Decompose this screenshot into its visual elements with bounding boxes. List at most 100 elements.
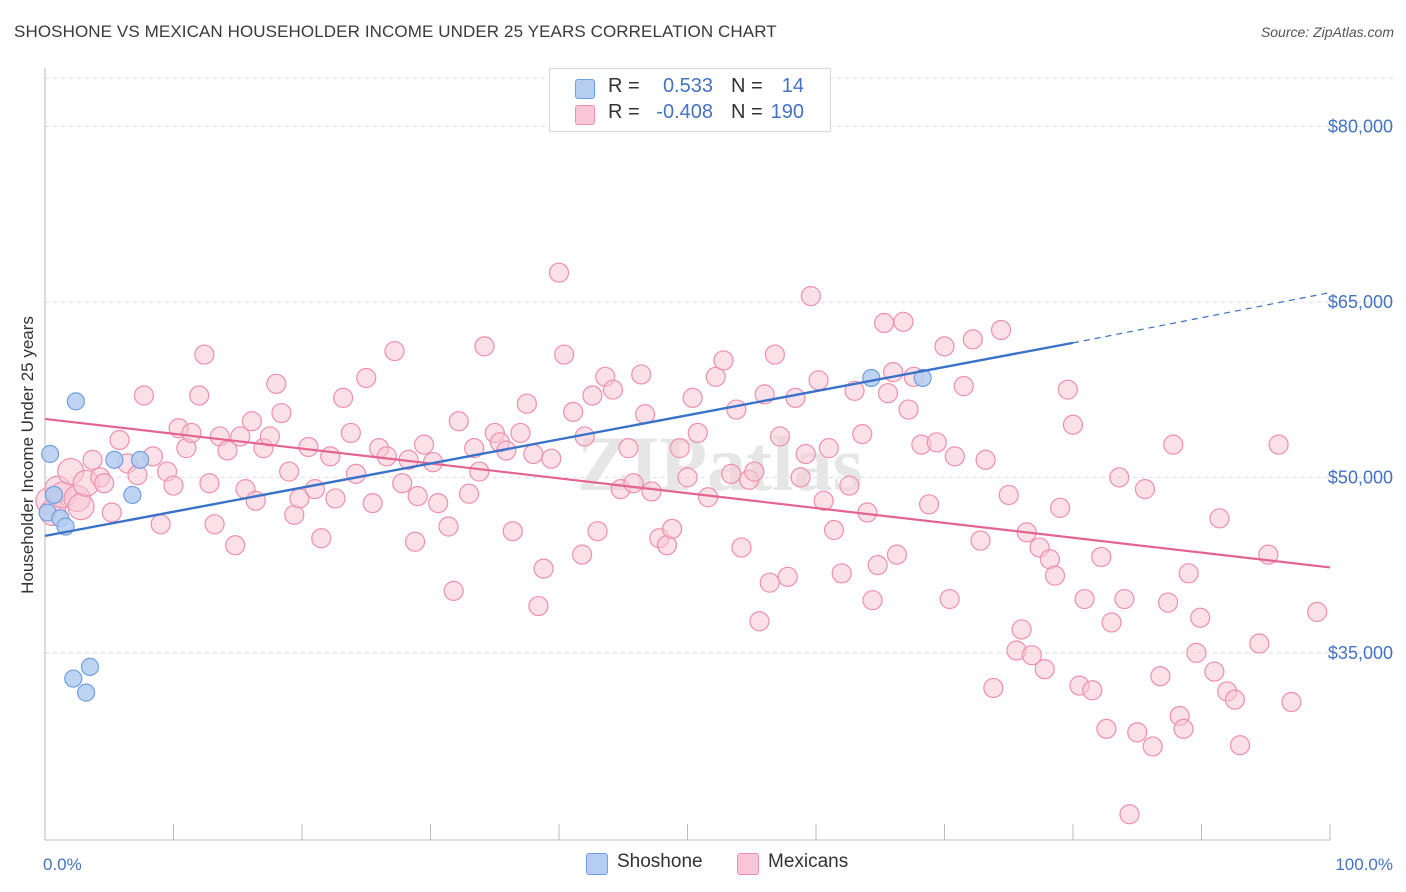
mexicans-point bbox=[1091, 546, 1112, 568]
mexicans-point bbox=[886, 544, 908, 565]
mexicans-point bbox=[1150, 666, 1171, 687]
mexicans-point bbox=[533, 558, 554, 579]
mexicans-point bbox=[320, 446, 341, 467]
mexicans-point bbox=[448, 411, 469, 432]
mexicans-point bbox=[271, 402, 292, 424]
y-tick-label: $65,000 bbox=[1328, 292, 1393, 312]
mexicans-point bbox=[404, 531, 426, 552]
legend-n-label: N = bbox=[731, 101, 763, 123]
mexicans-point bbox=[94, 473, 115, 494]
mexicans-point bbox=[808, 370, 829, 391]
mexicans-point bbox=[109, 429, 130, 451]
mexicans-point bbox=[1173, 718, 1194, 739]
mexicans-point bbox=[823, 519, 845, 541]
mexicans-point bbox=[458, 483, 480, 504]
mexicans-point bbox=[1074, 588, 1095, 610]
shoshone-point bbox=[123, 485, 142, 505]
mexicans-point bbox=[744, 461, 765, 482]
shoshone-points bbox=[38, 368, 932, 702]
mexicans-point bbox=[623, 473, 644, 494]
shoshone-point bbox=[41, 444, 60, 464]
mexicans-point bbox=[990, 319, 1012, 341]
mexicans-point bbox=[1114, 588, 1135, 610]
legend-n-value: 190 bbox=[770, 101, 804, 123]
shoshone-trend-line bbox=[44, 341, 1074, 538]
mexicans-point bbox=[998, 484, 1019, 506]
mexicans-point bbox=[970, 530, 991, 551]
mexicans-point bbox=[641, 481, 662, 502]
chart-title: SHOSHONE VS MEXICAN HOUSEHOLDER INCOME U… bbox=[14, 22, 777, 41]
mexicans-point bbox=[800, 285, 821, 307]
mexicans-legend-label: Mexicans bbox=[768, 851, 849, 872]
mexicans-point bbox=[1021, 645, 1042, 666]
mexicans-point bbox=[587, 521, 608, 542]
shoshone-point bbox=[66, 392, 85, 411]
legend-r-label: R = bbox=[608, 75, 640, 97]
mexicans-point bbox=[934, 336, 955, 357]
mexicans-point bbox=[953, 376, 974, 397]
mexicans-point bbox=[554, 344, 575, 365]
mexicans-point bbox=[311, 528, 332, 549]
mexicans-point bbox=[1268, 434, 1289, 455]
mexicans-point bbox=[705, 366, 726, 387]
mexicans-point bbox=[225, 535, 246, 556]
mexicans-point bbox=[356, 367, 377, 389]
mexicans-point bbox=[1109, 467, 1130, 488]
mexicans-point bbox=[631, 364, 652, 385]
mexicans-point bbox=[133, 385, 155, 406]
shoshone-point bbox=[105, 450, 124, 469]
mexicans-point bbox=[413, 434, 435, 455]
legend-r-value: -0.408 bbox=[656, 101, 713, 123]
shoshone-point bbox=[77, 683, 96, 702]
mexicans-point bbox=[944, 446, 965, 467]
legend-row-mexicans: R = -0.408 N = 190 bbox=[550, 101, 830, 127]
mexicans-point bbox=[1249, 633, 1270, 654]
mexicans-point bbox=[839, 475, 860, 496]
legend-r-label: R = bbox=[608, 101, 640, 123]
mexicans-point bbox=[362, 493, 383, 514]
mexicans-point bbox=[1190, 607, 1211, 628]
mexicans-point bbox=[749, 611, 770, 632]
mexicans-point bbox=[713, 350, 734, 371]
legend-r-value: 0.533 bbox=[662, 75, 713, 97]
mexicans-point bbox=[721, 463, 742, 484]
mexicans-point bbox=[474, 336, 495, 357]
mexicans-point bbox=[204, 514, 225, 535]
mexicans-point bbox=[1044, 565, 1066, 586]
mexicans-point bbox=[844, 380, 865, 401]
mexicans-point bbox=[726, 399, 747, 420]
mexicans-point bbox=[862, 590, 883, 611]
mexicans-point bbox=[818, 438, 839, 459]
mexicans-point bbox=[983, 677, 1004, 699]
mexicans-point bbox=[1096, 718, 1117, 739]
mexicans-point bbox=[1157, 592, 1179, 613]
mexicans-point bbox=[523, 443, 544, 465]
mexicans-point bbox=[541, 448, 562, 469]
mexicans-point bbox=[304, 478, 325, 500]
mexicans-point bbox=[1307, 601, 1328, 623]
mexicans-point bbox=[572, 544, 593, 565]
mexicans-point bbox=[194, 344, 215, 365]
shoshone-point bbox=[44, 485, 64, 505]
legend-row-shoshone: R = 0.533 N = 14 bbox=[550, 75, 830, 101]
mexicans-point bbox=[325, 488, 346, 509]
mexicans-point bbox=[759, 572, 780, 593]
mexicans-point bbox=[795, 443, 816, 465]
mexicans-point bbox=[1119, 804, 1140, 825]
mexicans-point bbox=[769, 426, 791, 447]
mexicans-point bbox=[528, 595, 549, 617]
mexicans-point bbox=[189, 385, 210, 406]
shoshone-point bbox=[64, 669, 83, 688]
mexicans-point bbox=[764, 344, 785, 365]
series-legend: Shoshone Mexicans bbox=[0, 851, 1406, 877]
mexicans-point bbox=[1101, 612, 1122, 633]
mexicans-point bbox=[1034, 659, 1055, 680]
legend-n-label: N = bbox=[731, 75, 763, 97]
mexicans-point bbox=[181, 422, 202, 444]
mexicans-point bbox=[1281, 691, 1302, 713]
shoshone-point bbox=[80, 657, 100, 676]
mexicans-point bbox=[877, 383, 899, 404]
mexicans-point bbox=[874, 312, 895, 334]
mexicans-point bbox=[602, 379, 624, 400]
shoshone-swatch bbox=[575, 79, 595, 99]
